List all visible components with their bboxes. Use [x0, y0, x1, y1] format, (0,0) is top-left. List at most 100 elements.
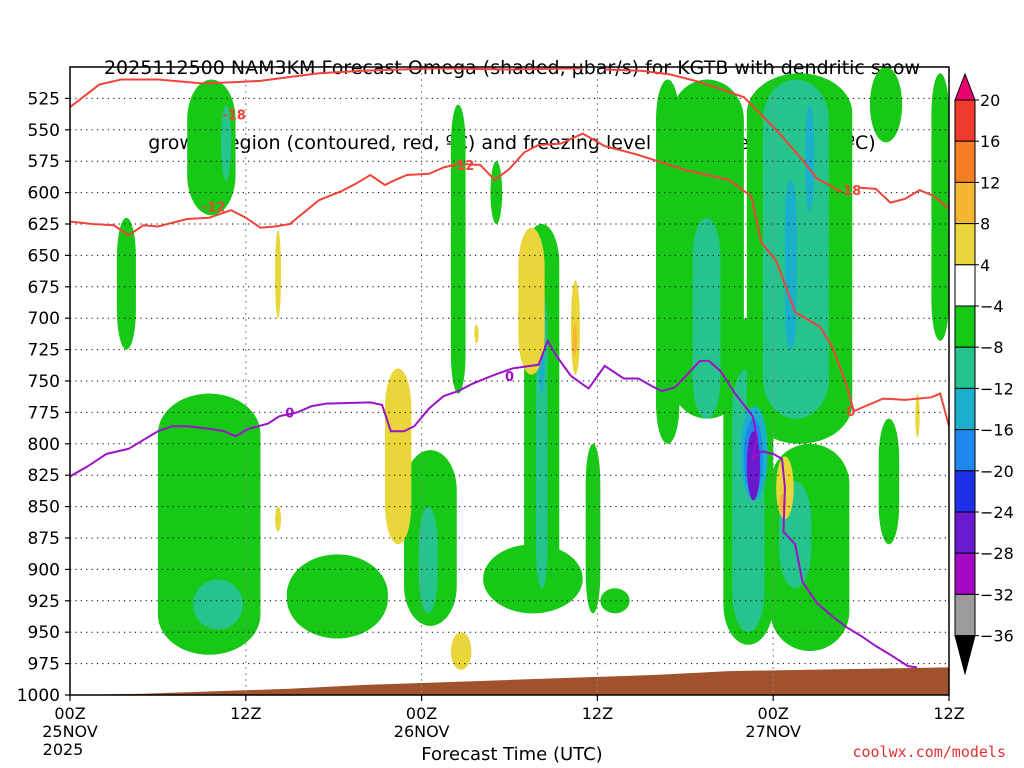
y-tick-label-700: 700	[28, 309, 60, 329]
y-tick-label-875: 875	[28, 529, 60, 549]
colorbar-swatch-8	[954, 387, 976, 431]
colorbar-label-12: −32	[980, 585, 1014, 604]
x-tick-year-0: 2025	[43, 740, 84, 759]
y-tick-label-800: 800	[28, 435, 60, 455]
colorbar-swatch-11	[954, 511, 976, 554]
y-tick-label-600: 600	[28, 184, 60, 204]
omega-region-34	[384, 368, 412, 545]
colorbar-label-0: 20	[980, 91, 1000, 110]
omega-region-42	[915, 393, 920, 438]
credit-text: coolwx.com/models	[852, 743, 1006, 761]
colorbar-label-3: 8	[980, 215, 990, 234]
colorbar-swatch-3	[954, 181, 976, 225]
terrain-layer	[70, 667, 949, 695]
colorbar: 20 16 12 8 4 −4 −8 −12 −16 −20 −24 −28 −32 −36	[954, 72, 1014, 676]
freezing-level-line	[70, 338, 917, 669]
colorbar-label-9: −20	[980, 462, 1014, 481]
y-tick-label-650: 650	[28, 246, 60, 266]
omega-region-4	[193, 579, 243, 630]
colorbar-swatch-10	[954, 470, 976, 513]
y-tick-label-850: 850	[28, 498, 60, 518]
y-tick-label-900: 900	[28, 560, 60, 580]
freezing-level-label-0: 0	[285, 406, 294, 421]
x-tick-label-1: 12Z	[230, 704, 261, 723]
colorbar-label-6: −8	[980, 338, 1004, 357]
omega-region-38	[572, 324, 577, 356]
gridlines	[70, 67, 949, 695]
omega-region-8	[450, 104, 466, 394]
omega-shading-layer	[116, 67, 949, 670]
colorbar-swatch-2	[954, 140, 976, 183]
omega-region-33	[275, 230, 281, 319]
omega-region-24	[805, 104, 815, 212]
freezing-level-label-1: 0	[505, 370, 514, 385]
colorbar-swatch-5	[954, 264, 976, 307]
omega-region-5	[286, 554, 388, 639]
dgz-label-0: -18	[222, 109, 246, 124]
dgz-contour-0	[70, 67, 583, 108]
dgz-label-2: -18	[838, 184, 862, 199]
omega-region-7	[418, 506, 438, 614]
x-tick-label-0: 00Z	[54, 704, 85, 723]
omega-region-35	[450, 632, 472, 670]
colorbar-label-7: −12	[980, 379, 1014, 398]
x-tick-label-4: 00Z	[758, 704, 789, 723]
dgz-contour-2	[858, 186, 949, 210]
y-tick-label-725: 725	[28, 341, 60, 361]
x-tick-date-2: 26NOV	[394, 722, 450, 741]
colorbar-label-1: 16	[980, 132, 1000, 151]
y-tick-label-775: 775	[28, 403, 60, 423]
y-tick-label-925: 925	[28, 592, 60, 612]
y-tick-label-975: 975	[28, 655, 60, 675]
dgz-label-3: -12	[202, 200, 226, 215]
colorbar-label-2: 12	[980, 173, 1000, 192]
colorbar-top-triangle	[954, 72, 976, 101]
colorbar-label-8: −16	[980, 421, 1014, 440]
x-tick-label-5: 12Z	[933, 704, 964, 723]
colorbar-swatch-6	[954, 305, 976, 348]
omega-region-2	[116, 217, 136, 350]
omega-region-39	[474, 324, 479, 344]
omega-region-1	[220, 104, 232, 181]
omega-region-43	[275, 506, 281, 532]
dgz-contours: -18 -18 -12 -12 0	[70, 67, 949, 427]
y-tick-label-825: 825	[28, 466, 60, 486]
omega-region-23	[784, 180, 797, 350]
y-tick-label-950: 950	[28, 623, 60, 643]
colorbar-bottom-triangle	[954, 635, 976, 676]
omega-region-14	[585, 443, 601, 614]
dgz-contour-1	[604, 68, 842, 194]
x-tick-date-4: 27NOV	[745, 722, 801, 741]
omega-region-29	[931, 73, 949, 341]
x-tick-date-0: 25NOV	[42, 722, 98, 741]
dgz-label-4: -12	[451, 159, 475, 174]
dgz-contour-3	[70, 132, 949, 427]
omega-region-27	[869, 67, 903, 143]
y-tick-label-525: 525	[28, 89, 60, 109]
y-tick-label-750: 750	[28, 372, 60, 392]
omega-region-32	[746, 431, 761, 501]
colorbar-label-13: −36	[980, 627, 1014, 646]
freezing-level-contour: 00	[70, 338, 917, 669]
x-tick-label-3: 12Z	[582, 704, 613, 723]
y-tick-label-675: 675	[28, 278, 60, 298]
y-tick-label-575: 575	[28, 152, 60, 172]
colorbar-swatch-9	[954, 429, 976, 472]
colorbar-swatch-1	[954, 99, 976, 142]
y-axis-ticks: 525 550 575 600 625 650 675 700 725 750 775 800 825 8…	[17, 89, 70, 706]
x-tick-label-2: 00Z	[406, 704, 437, 723]
colorbar-label-4: 4	[980, 256, 990, 275]
colorbar-label-11: −28	[980, 544, 1014, 563]
colorbar-label-10: −24	[980, 503, 1014, 522]
x-axis-title: Forecast Time (UTC)	[421, 744, 603, 765]
omega-region-36	[518, 227, 545, 375]
colorbar-label-5: −4	[980, 297, 1004, 316]
colorbar-swatch-12	[954, 552, 976, 595]
dgz-label-5: 0	[846, 405, 855, 420]
colorbar-swatch-13	[954, 593, 976, 637]
colorbar-swatch-4	[954, 223, 976, 266]
y-tick-label-1000: 1000	[17, 686, 60, 706]
omega-region-28	[878, 418, 900, 545]
